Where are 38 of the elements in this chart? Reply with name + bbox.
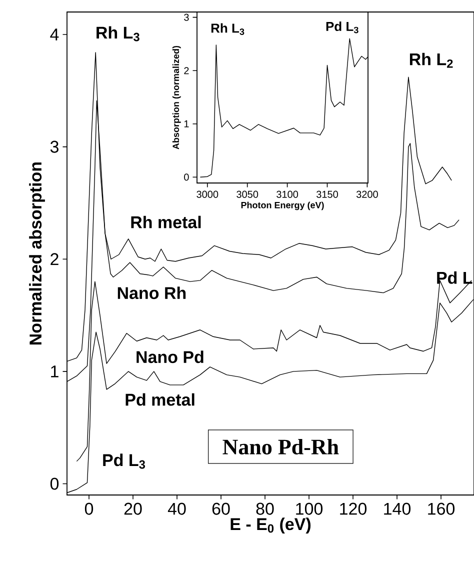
annotation: Pd L$_{3}$ <box>103 454 146 469</box>
x-tick-label: 3050 <box>236 190 258 198</box>
x-tick-label: 160 <box>428 502 455 515</box>
series-label: Nano Pd <box>136 350 204 364</box>
x-axis-title: Photon Energy (eV) <box>241 202 324 210</box>
x-tick-label: 3000 <box>196 190 218 198</box>
y-tick-label: 4 <box>50 28 59 40</box>
annotation: Pd L <box>437 271 472 284</box>
annotation: Rh L$_{3}$ <box>96 26 140 42</box>
y-axis-title: Absorption (normalized) <box>172 46 181 150</box>
y-axis-title: Normalized absorption <box>29 162 45 344</box>
x-tick-label: 20 <box>124 502 142 515</box>
y-tick-label: 3 <box>184 14 189 21</box>
y-tick-label: 2 <box>50 253 58 266</box>
x-tick-label: 40 <box>168 502 186 515</box>
y-tick-label: 3 <box>50 140 58 153</box>
series-label: Rh metal <box>131 216 201 228</box>
y-tick-label: 0 <box>184 174 189 181</box>
series-label: Pd metal <box>126 393 194 406</box>
series-label: Nano Rh <box>118 286 186 300</box>
x-tick-label: 80 <box>256 502 274 515</box>
x-tick-label: 140 <box>384 502 411 515</box>
y-tick-label: 1 <box>51 366 58 378</box>
y-tick-label: 2 <box>184 67 189 74</box>
annotation: Rh L$_{3}$ <box>211 23 244 35</box>
x-tick-label: 3150 <box>316 190 338 198</box>
annotation: Pd L$_{3}$ <box>326 22 358 34</box>
annotation: Nano Pd-Rh <box>222 438 339 454</box>
x-tick-label: 100 <box>296 502 323 515</box>
x-axis-title: E - E$_{0}$ (eV) <box>230 518 311 534</box>
x-tick-label: 60 <box>212 502 230 515</box>
x-tick-label: 120 <box>340 502 367 515</box>
x-tick-label: 3200 <box>356 190 378 198</box>
y-tick-label: 1 <box>184 120 189 128</box>
y-tick-label: 0 <box>50 478 59 490</box>
x-tick-label: 3100 <box>276 190 298 198</box>
x-tick-label: 0 <box>84 502 94 515</box>
annotation: Rh L$_{2}$ <box>410 52 453 68</box>
